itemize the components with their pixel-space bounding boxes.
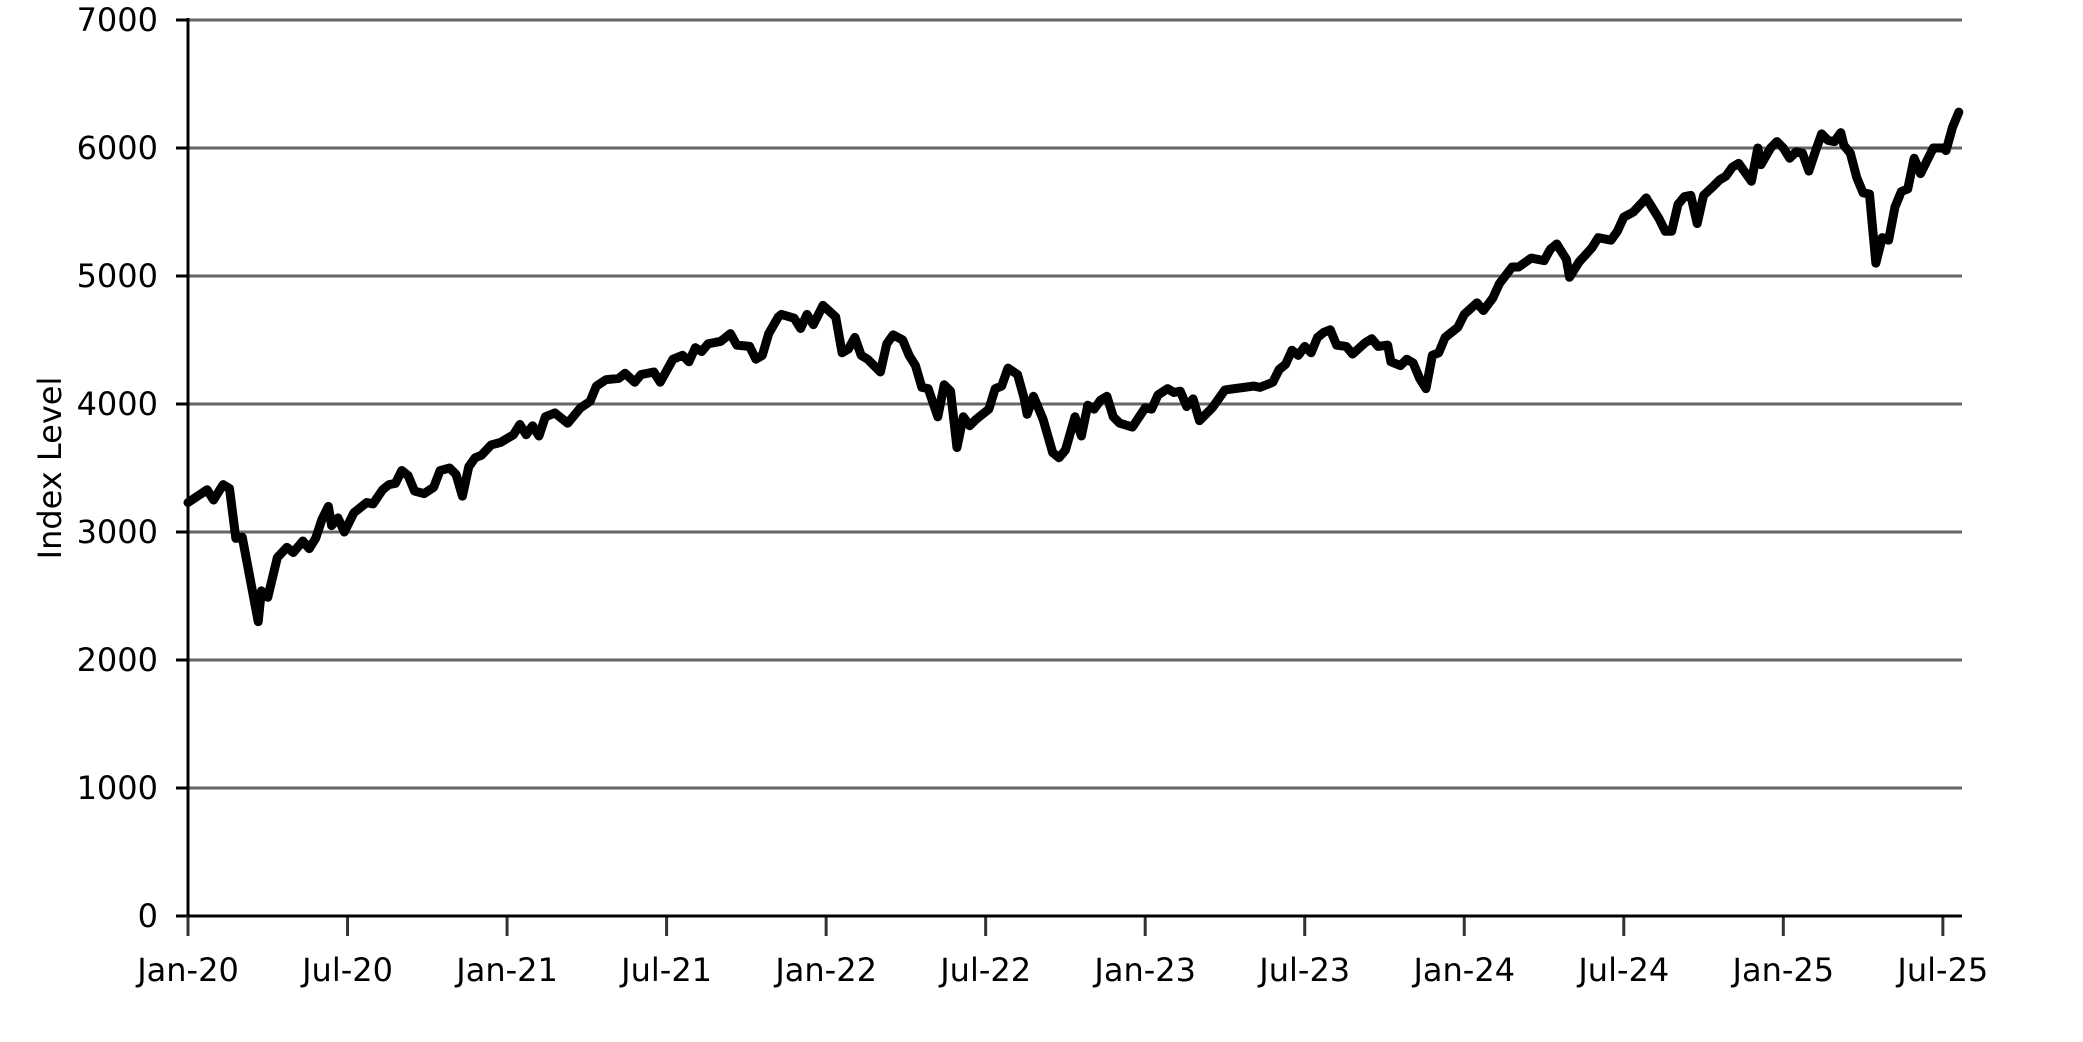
x-tick-label: Jan-20: [135, 951, 239, 989]
y-tick-label: 0: [138, 897, 158, 935]
x-tick-label: Jan-21: [454, 951, 558, 989]
x-tick-label: Jul-25: [1895, 951, 1988, 989]
x-tick-label: Jul-20: [300, 951, 393, 989]
y-tick-label: 1000: [77, 769, 158, 807]
x-tick-label: Jan-25: [1731, 951, 1835, 989]
y-tick-label: 6000: [77, 129, 158, 167]
x-tick-label: Jan-23: [1092, 951, 1196, 989]
x-tick-label: Jul-23: [1257, 951, 1350, 989]
line: [183, 107, 1964, 627]
y-tick-label: 3000: [77, 513, 158, 551]
y-axis-label: Index Level: [31, 377, 69, 560]
x-tick-label: Jan-22: [773, 951, 877, 989]
y-tick-label: 5000: [77, 257, 158, 295]
y-tick-label: 2000: [77, 641, 158, 679]
x-tick-label: Jul-21: [619, 951, 712, 989]
x-tick-label: Jan-24: [1411, 951, 1515, 989]
x-tick-label: Jul-24: [1576, 951, 1669, 989]
y-tick-label: 7000: [77, 1, 158, 39]
y-tick-label: 4000: [77, 385, 158, 423]
x-tick-label: Jul-22: [938, 951, 1031, 989]
